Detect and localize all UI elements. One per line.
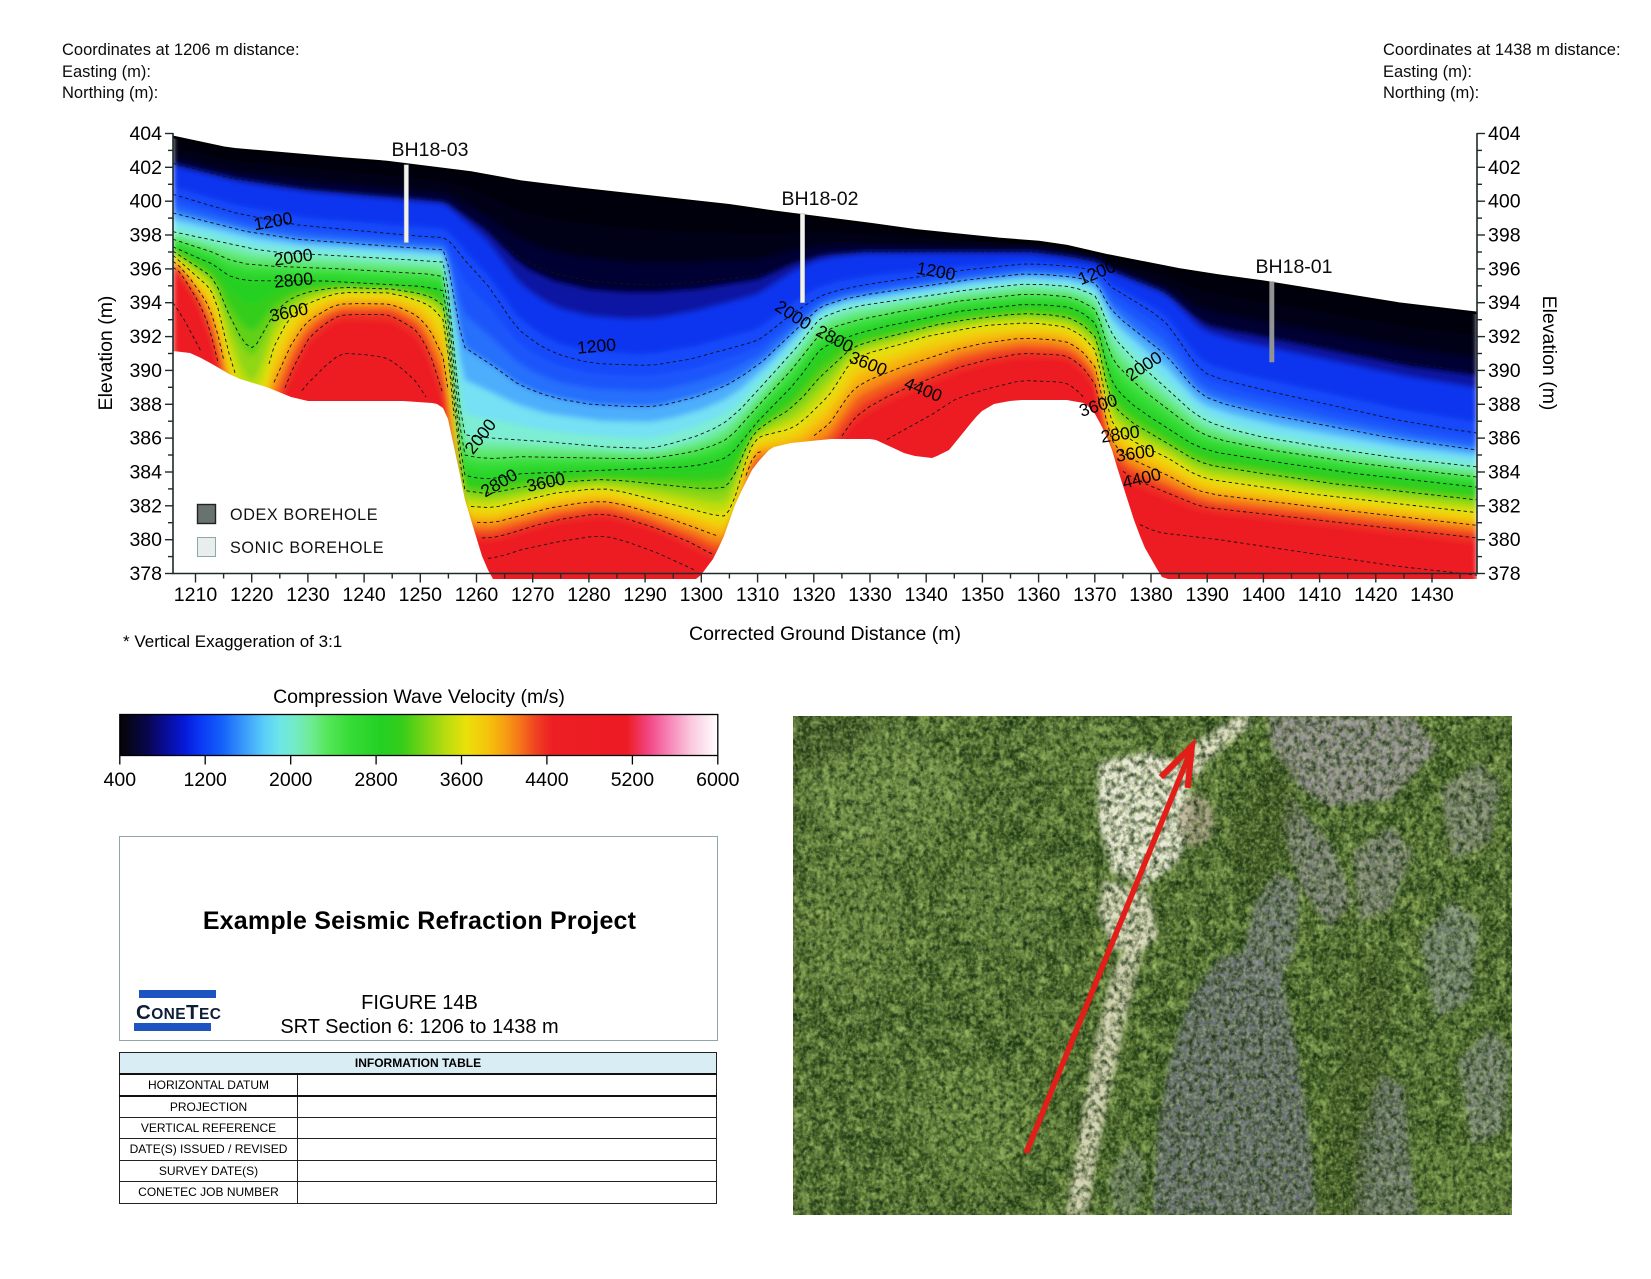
svg-text:BH18-03: BH18-03 xyxy=(392,139,469,161)
svg-text:396: 396 xyxy=(129,258,162,280)
svg-text:394: 394 xyxy=(1488,292,1521,314)
svg-text:378: 378 xyxy=(129,563,162,585)
svg-text:392: 392 xyxy=(1488,326,1521,348)
svg-text:1400: 1400 xyxy=(1242,584,1286,606)
svg-text:1230: 1230 xyxy=(286,584,330,606)
svg-text:378: 378 xyxy=(1488,563,1521,585)
svg-text:6000: 6000 xyxy=(696,769,740,791)
svg-text:BH18-01: BH18-01 xyxy=(1256,256,1333,278)
svg-text:384: 384 xyxy=(1488,462,1521,484)
svg-text:388: 388 xyxy=(129,394,162,416)
svg-text:390: 390 xyxy=(129,360,162,382)
svg-text:1200: 1200 xyxy=(184,769,228,791)
svg-text:400: 400 xyxy=(104,769,137,791)
svg-text:SONIC BOREHOLE: SONIC BOREHOLE xyxy=(230,539,384,557)
svg-text:1280: 1280 xyxy=(567,584,611,606)
svg-text:2800: 2800 xyxy=(354,769,398,791)
svg-text:380: 380 xyxy=(1488,529,1521,551)
svg-text:382: 382 xyxy=(1488,495,1521,517)
svg-text:1340: 1340 xyxy=(905,584,949,606)
svg-text:1410: 1410 xyxy=(1298,584,1342,606)
svg-text:Compression Wave Velocity (m/s: Compression Wave Velocity (m/s) xyxy=(273,686,565,708)
svg-text:1380: 1380 xyxy=(1129,584,1173,606)
svg-text:1330: 1330 xyxy=(848,584,892,606)
svg-text:1350: 1350 xyxy=(961,584,1005,606)
svg-text:400: 400 xyxy=(1488,191,1521,213)
svg-text:Elevation (m): Elevation (m) xyxy=(95,296,117,411)
svg-text:1290: 1290 xyxy=(623,584,667,606)
svg-text:BH18-02: BH18-02 xyxy=(782,188,859,210)
svg-text:4400: 4400 xyxy=(525,769,569,791)
svg-text:404: 404 xyxy=(129,123,162,145)
svg-text:Corrected Ground Distance (m): Corrected Ground Distance (m) xyxy=(689,623,961,645)
svg-text:398: 398 xyxy=(1488,225,1521,247)
svg-text:402: 402 xyxy=(129,157,162,179)
svg-text:* Vertical Exaggeration of 3:1: * Vertical Exaggeration of 3:1 xyxy=(123,632,342,651)
svg-text:384: 384 xyxy=(129,462,162,484)
svg-text:1300: 1300 xyxy=(680,584,724,606)
svg-text:1250: 1250 xyxy=(399,584,443,606)
svg-text:1320: 1320 xyxy=(792,584,836,606)
svg-text:2800: 2800 xyxy=(273,268,314,291)
svg-text:394: 394 xyxy=(129,292,162,314)
svg-text:1360: 1360 xyxy=(1017,584,1061,606)
svg-text:1200: 1200 xyxy=(576,334,617,357)
svg-text:404: 404 xyxy=(1488,123,1521,145)
svg-text:380: 380 xyxy=(129,529,162,551)
svg-text:382: 382 xyxy=(129,495,162,517)
svg-text:ODEX BOREHOLE: ODEX BOREHOLE xyxy=(230,506,378,524)
svg-text:1310: 1310 xyxy=(736,584,780,606)
svg-text:1430: 1430 xyxy=(1410,584,1454,606)
svg-text:400: 400 xyxy=(129,191,162,213)
svg-text:Elevation (m): Elevation (m) xyxy=(1538,296,1560,411)
svg-text:388: 388 xyxy=(1488,394,1521,416)
svg-text:402: 402 xyxy=(1488,157,1521,179)
svg-text:1370: 1370 xyxy=(1073,584,1117,606)
svg-text:5200: 5200 xyxy=(611,769,655,791)
svg-text:1270: 1270 xyxy=(511,584,555,606)
svg-text:1240: 1240 xyxy=(342,584,386,606)
svg-text:396: 396 xyxy=(1488,258,1521,280)
svg-text:390: 390 xyxy=(1488,360,1521,382)
svg-text:1420: 1420 xyxy=(1354,584,1398,606)
svg-text:3600: 3600 xyxy=(440,769,484,791)
svg-text:1390: 1390 xyxy=(1186,584,1230,606)
svg-text:1210: 1210 xyxy=(174,584,218,606)
svg-text:398: 398 xyxy=(129,225,162,247)
svg-text:392: 392 xyxy=(129,326,162,348)
svg-text:1220: 1220 xyxy=(230,584,274,606)
svg-text:2000: 2000 xyxy=(269,769,313,791)
svg-text:386: 386 xyxy=(1488,428,1521,450)
svg-text:1260: 1260 xyxy=(455,584,499,606)
svg-text:386: 386 xyxy=(129,428,162,450)
